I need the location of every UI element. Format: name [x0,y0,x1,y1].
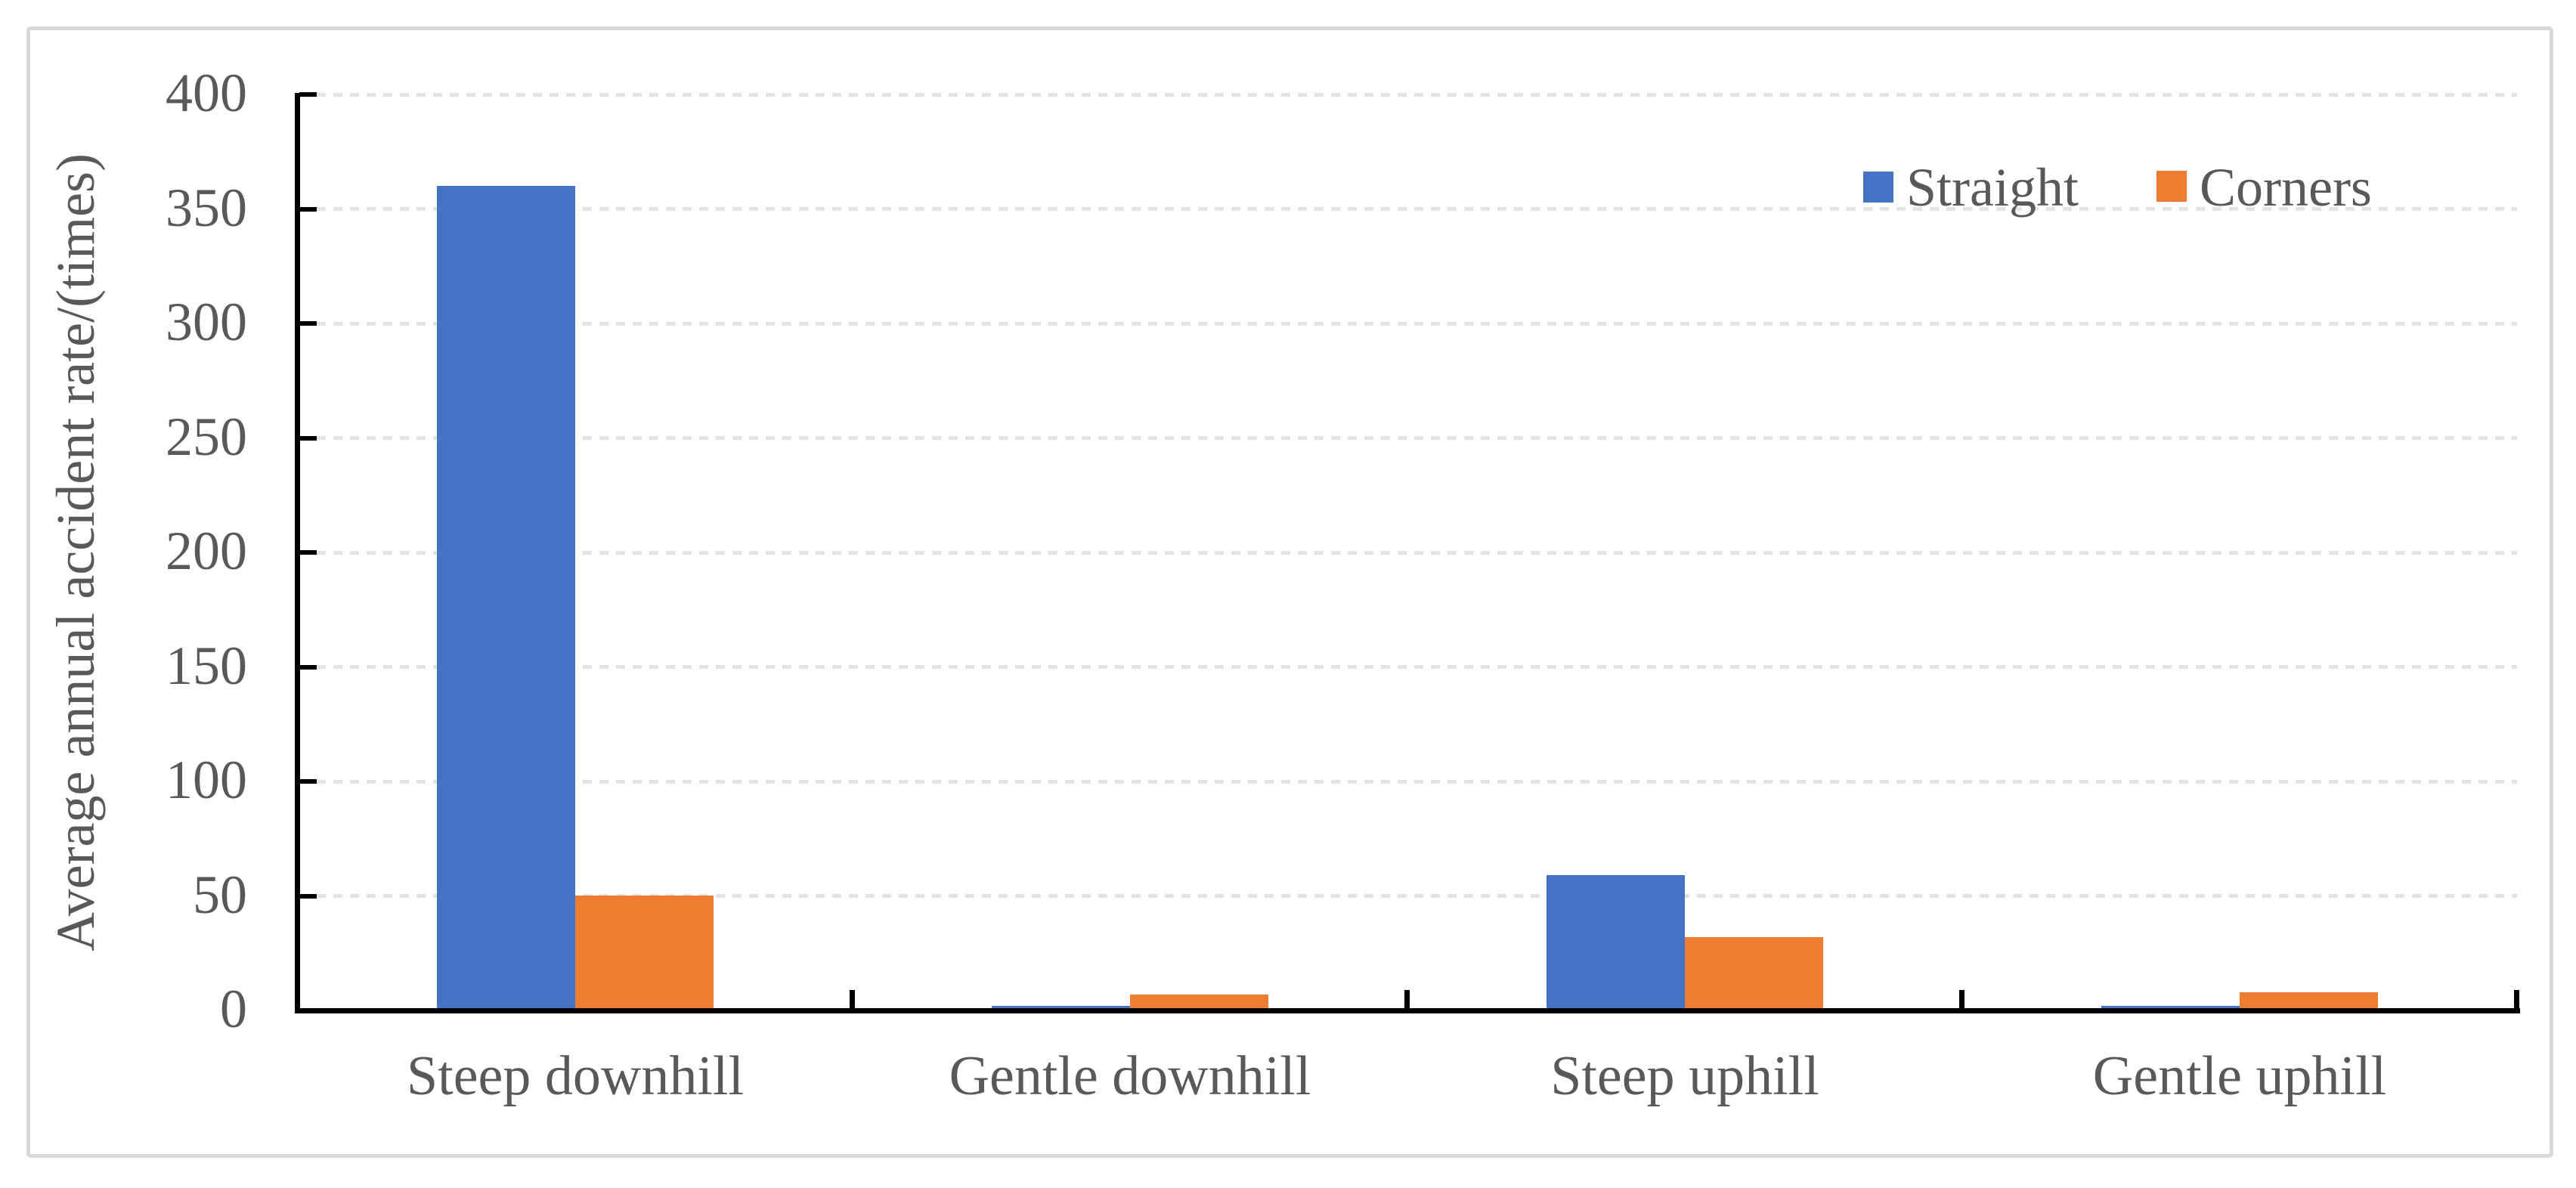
y-tick-label-0: 0 [220,979,247,1039]
y-tick-mark-50 [299,894,317,899]
bar-chart: Average annual accident rate/(times) 0 50… [4,4,2576,1188]
grid-line-50 [317,894,2517,898]
bar-corners-steep-uphill [1685,937,1823,1010]
y-axis-line [295,93,300,1013]
bar-corners-gentle-uphill [2240,992,2378,1010]
x-axis-line [295,1008,2520,1013]
y-tick-mark-300 [299,321,317,326]
legend-label-straight: Straight [1906,157,2079,218]
category-label-gentle-uphill: Gentle uphill [2092,1045,2387,1107]
y-tick-label-300: 300 [166,292,247,352]
y-tick-mark-250 [299,436,317,441]
y-tick-mark-200 [299,550,317,555]
y-tick-label-350: 350 [166,178,247,238]
category-label-steep-uphill: Steep uphill [1550,1045,1819,1107]
bar-corners-gentle-downhill [1130,995,1268,1010]
x-tick-mark-2 [1404,990,1410,1009]
grid-line-400 [317,93,2517,97]
legend-swatch-corners [2156,171,2187,202]
x-axis-end-tick [2514,990,2519,1009]
x-tick-mark-3 [1959,990,1965,1009]
bar-straight-steep-uphill [1547,875,1685,1010]
category-label-steep-downhill: Steep downhill [406,1045,745,1107]
y-tick-label-250: 250 [166,407,247,467]
y-tick-mark-350 [299,207,317,212]
y-tick-mark-400 [299,92,317,97]
legend-label-corners: Corners [2200,157,2372,218]
grid-line-200 [317,551,2517,555]
x-tick-mark-1 [850,990,855,1009]
y-tick-mark-100 [299,779,317,784]
figure-border: Average annual accident rate/(times) 0 50… [26,26,2553,1158]
y-tick-label-400: 400 [166,63,247,123]
y-tick-label-150: 150 [166,636,247,696]
y-tick-label-100: 100 [166,750,247,810]
grid-line-100 [317,780,2517,784]
y-tick-label-50: 50 [193,865,247,925]
grid-line-300 [317,322,2517,326]
grid-line-250 [317,436,2517,440]
legend-swatch-straight [1863,172,1893,203]
grid-line-350 [317,207,2517,211]
bar-corners-steep-downhill [575,896,714,1010]
category-label-gentle-downhill: Gentle downhill [949,1045,1311,1107]
bar-straight-steep-downhill [437,186,575,1010]
y-tick-mark-150 [299,665,317,670]
y-tick-label-200: 200 [166,521,247,581]
grid-line-150 [317,665,2517,669]
